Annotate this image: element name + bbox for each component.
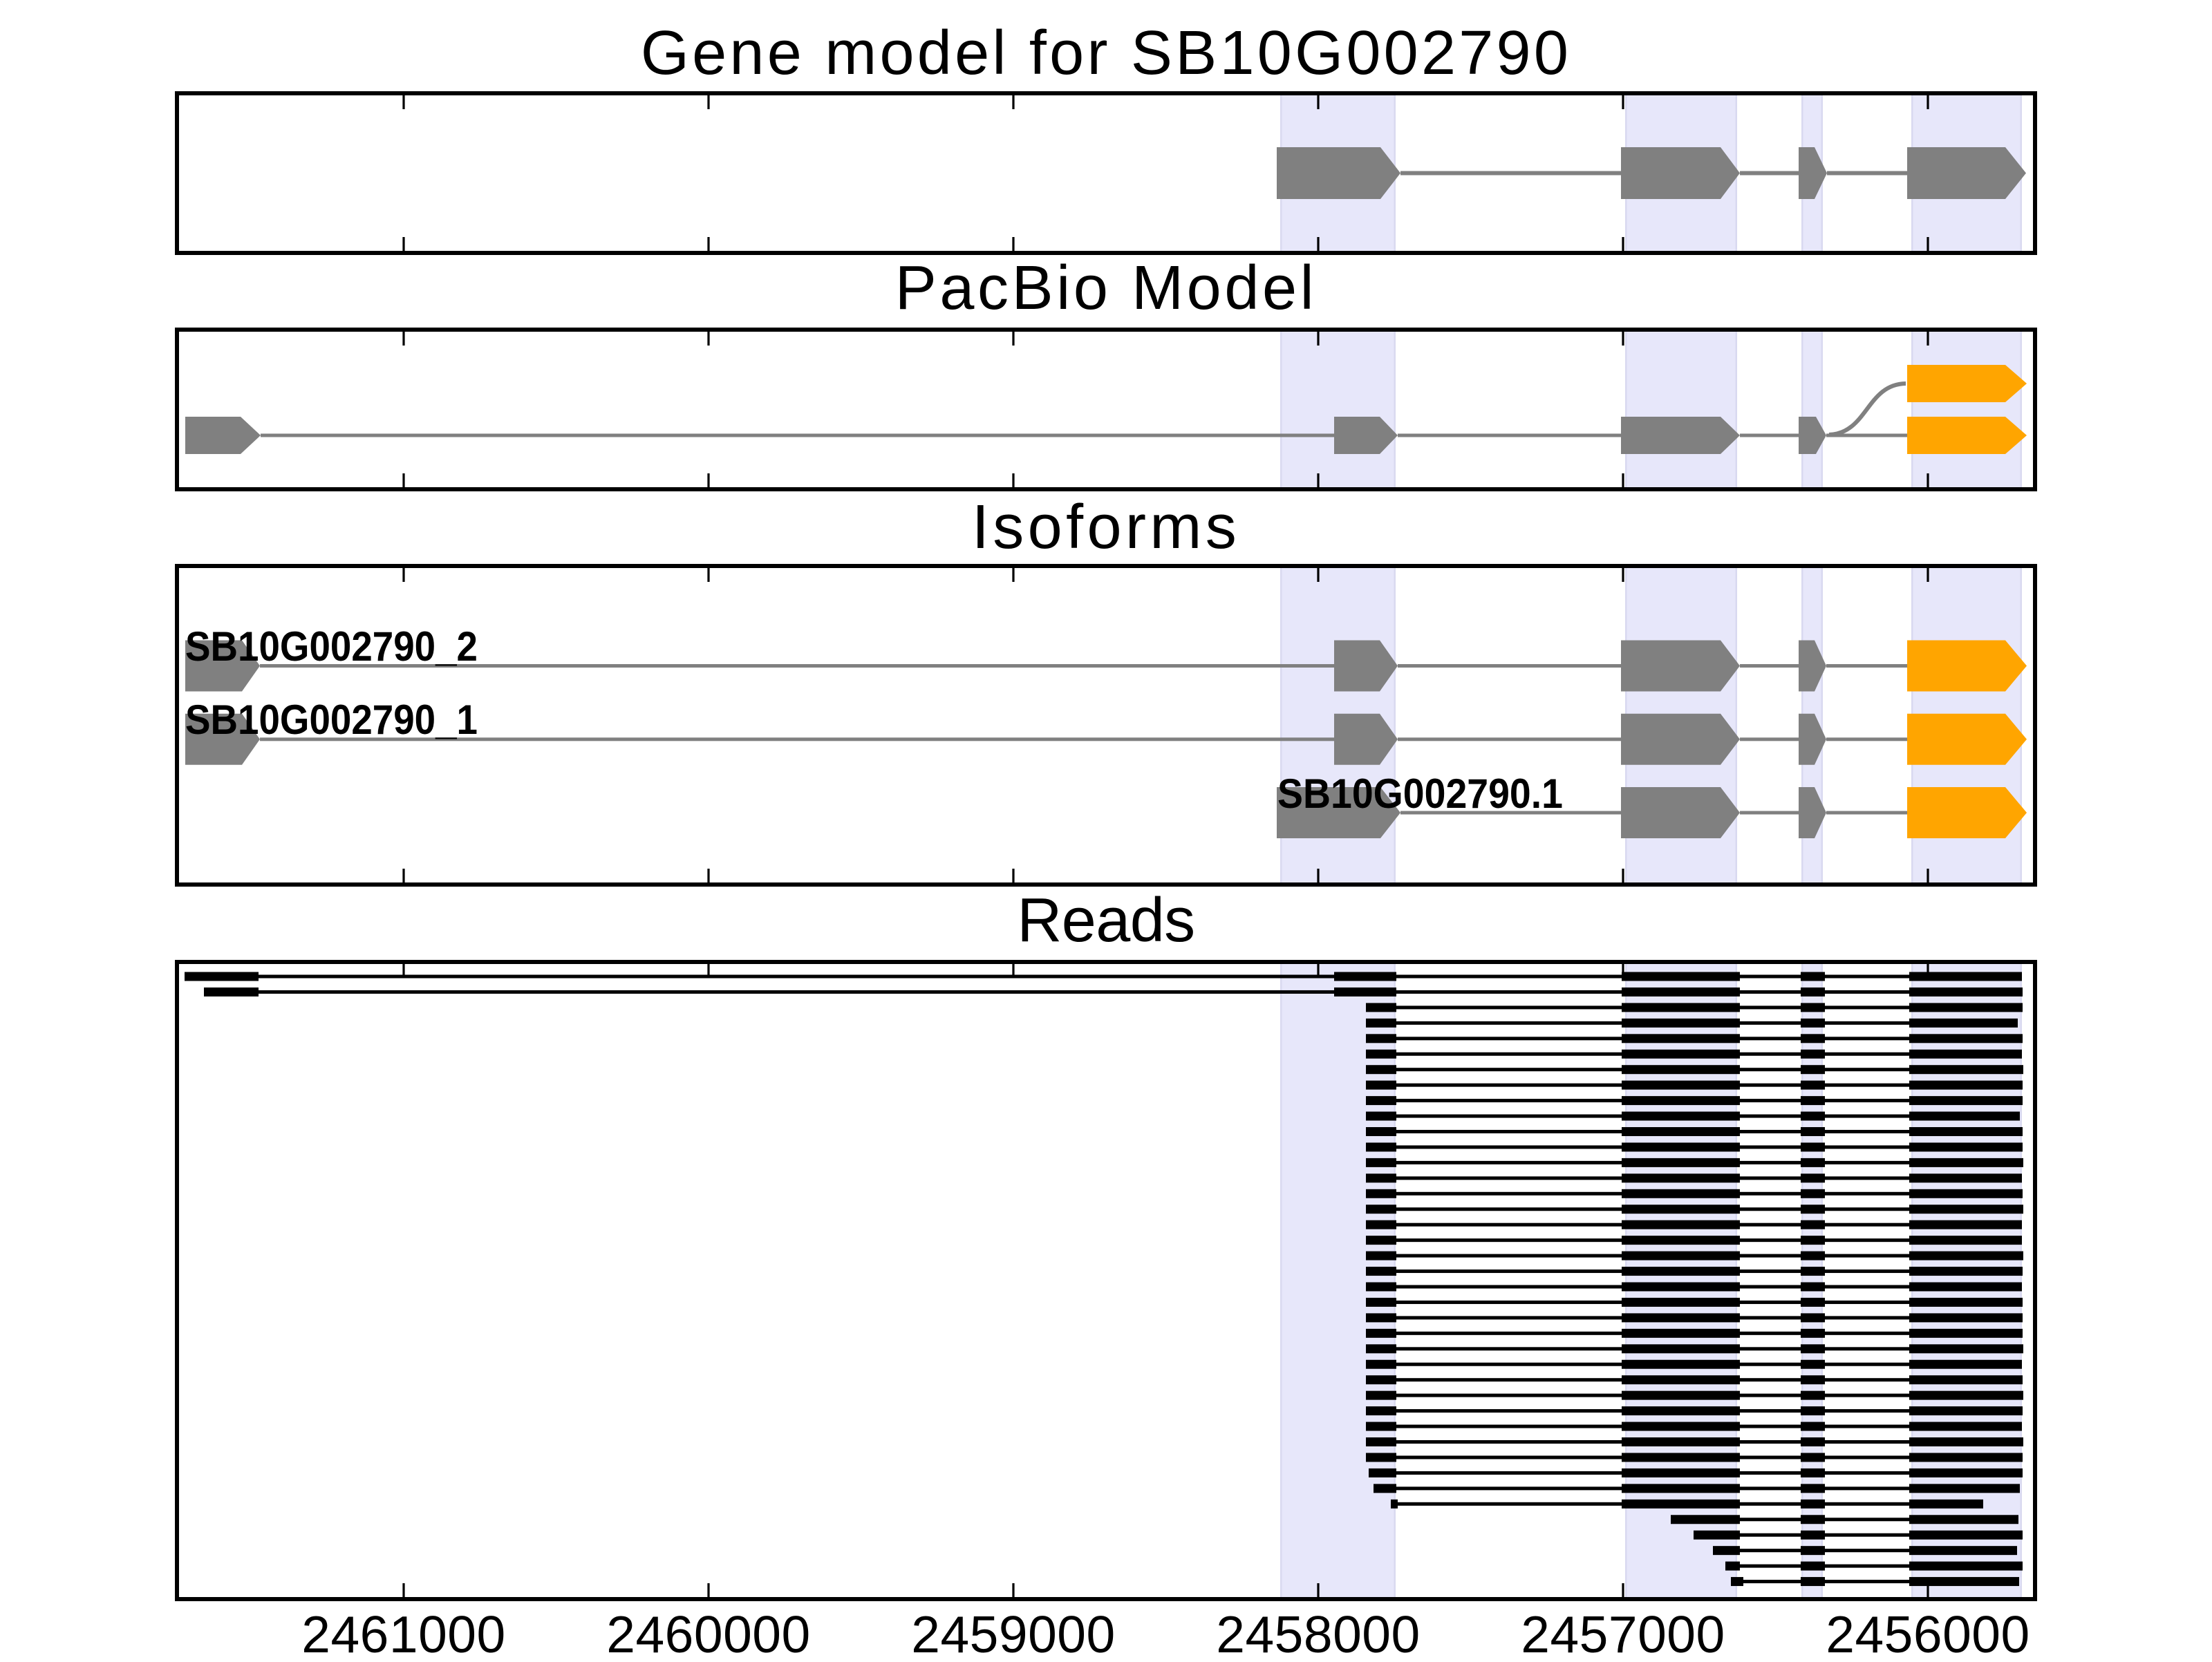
svg-text:Isoforms: Isoforms	[972, 493, 1240, 562]
svg-text:SB10G002790.1: SB10G002790.1	[1277, 771, 1563, 817]
svg-text:2457000: 2457000	[1521, 1605, 1725, 1659]
svg-text:2456000: 2456000	[1826, 1605, 2030, 1659]
svg-text:Reads: Reads	[1017, 886, 1194, 955]
svg-text:SB10G002790_2: SB10G002790_2	[185, 623, 478, 670]
svg-text:SB10G002790_1: SB10G002790_1	[185, 697, 478, 743]
svg-text:2461000: 2461000	[301, 1605, 505, 1659]
svg-text:2458000: 2458000	[1216, 1605, 1420, 1659]
svg-text:Gene model for SB10G002790: Gene model for SB10G002790	[641, 19, 1571, 88]
svg-text:2459000: 2459000	[911, 1605, 1115, 1659]
svg-text:PacBio Model: PacBio Model	[895, 254, 1318, 323]
svg-text:2460000: 2460000	[606, 1605, 810, 1659]
